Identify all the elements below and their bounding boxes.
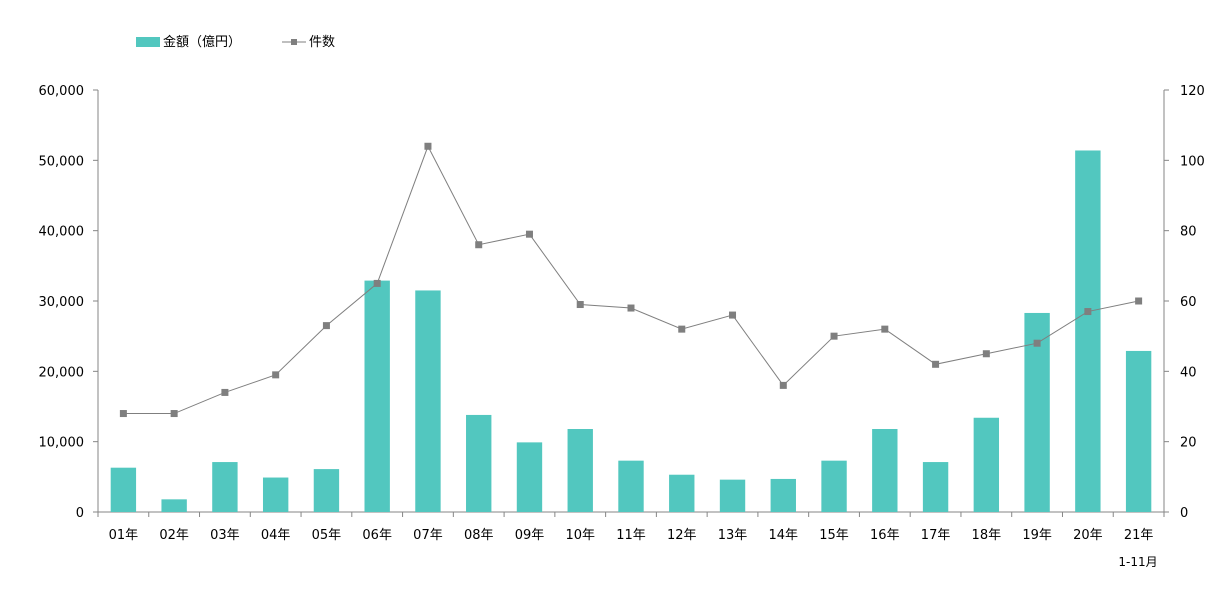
left-tick-label: 0 xyxy=(76,506,84,521)
x-tick-label: 16年 xyxy=(870,528,900,543)
bar xyxy=(313,469,340,512)
line-point xyxy=(729,311,737,319)
x-tick-label: 02年 xyxy=(159,528,189,543)
x-tick-label: 21年 xyxy=(1124,528,1154,543)
line-point xyxy=(170,410,178,418)
x-tick-label: 03年 xyxy=(210,528,240,543)
legend: 金額（億円） 件数 xyxy=(136,34,335,50)
line-point xyxy=(424,142,432,150)
x-tick-label: 12年 xyxy=(667,528,697,543)
bar xyxy=(516,442,543,512)
legend-bar-swatch xyxy=(136,37,160,47)
line-series xyxy=(119,142,1143,418)
right-tick-label: 100 xyxy=(1180,154,1205,169)
line-point xyxy=(475,241,483,249)
tick-labels: 0 10,000 20,000 30,000 40,000 50,000 60,000 0 20… xyxy=(39,84,1205,543)
period-note: 1-11月 xyxy=(1118,555,1157,569)
bar xyxy=(770,478,796,512)
bar xyxy=(973,417,1000,512)
right-tick-label: 0 xyxy=(1180,506,1188,521)
line-point xyxy=(1084,308,1092,316)
bar xyxy=(466,414,492,512)
x-tick-label: 06年 xyxy=(362,528,392,543)
line-point xyxy=(779,381,787,389)
bar xyxy=(1075,150,1101,512)
line-point xyxy=(932,360,940,368)
line-point xyxy=(272,371,280,379)
left-tick-label: 30,000 xyxy=(39,295,85,310)
right-tick-label: 20 xyxy=(1180,436,1197,451)
x-tick-label: 13年 xyxy=(718,528,748,543)
bar xyxy=(364,280,390,512)
bar xyxy=(618,460,644,512)
bar xyxy=(821,460,847,512)
line-point xyxy=(830,332,838,340)
bar xyxy=(1125,350,1152,512)
bar xyxy=(922,462,949,512)
bar xyxy=(161,499,187,512)
x-tick-label: 10年 xyxy=(565,528,595,543)
left-tick-label: 10,000 xyxy=(39,436,85,451)
bar xyxy=(669,474,695,512)
line-point xyxy=(322,322,330,330)
x-tick-label: 07年 xyxy=(413,528,443,543)
right-tick-label: 120 xyxy=(1180,84,1205,99)
line-point xyxy=(1033,339,1041,347)
bar xyxy=(719,479,746,512)
legend-line-marker xyxy=(291,39,297,45)
x-tick-label: 01年 xyxy=(109,528,139,543)
bar xyxy=(110,467,137,512)
line-point xyxy=(221,388,229,396)
bar xyxy=(415,290,441,512)
x-tick-label: 09年 xyxy=(515,528,545,543)
bar xyxy=(872,429,898,512)
line-point xyxy=(982,350,990,358)
x-tick-label: 15年 xyxy=(819,528,849,543)
x-tick-label: 05年 xyxy=(312,528,342,543)
bar xyxy=(262,477,289,512)
left-tick-label: 60,000 xyxy=(39,84,85,99)
x-tick-label: 19年 xyxy=(1022,528,1052,543)
right-tick-label: 40 xyxy=(1180,365,1197,380)
line-point xyxy=(881,325,889,333)
bar xyxy=(567,429,593,512)
line-point xyxy=(576,301,584,309)
x-tick-label: 17年 xyxy=(921,528,951,543)
bars xyxy=(110,150,1152,512)
right-tick-label: 80 xyxy=(1180,225,1197,240)
left-tick-label: 50,000 xyxy=(39,154,85,169)
left-tick-label: 40,000 xyxy=(39,225,85,240)
x-tick-label: 20年 xyxy=(1073,528,1103,543)
x-tick-label: 14年 xyxy=(769,528,799,543)
legend-line-label: 件数 xyxy=(309,35,335,50)
line-point xyxy=(525,230,533,238)
x-tick-label: 18年 xyxy=(972,528,1002,543)
x-tick-label: 08年 xyxy=(464,528,494,543)
x-tick-label: 11年 xyxy=(616,528,646,543)
legend-bar-label: 金額（億円） xyxy=(163,34,241,50)
x-tick-label: 04年 xyxy=(261,528,291,543)
right-tick-label: 60 xyxy=(1180,295,1197,310)
line-point xyxy=(627,304,635,312)
axes xyxy=(93,89,1169,517)
left-tick-label: 20,000 xyxy=(39,365,85,380)
line-point xyxy=(373,279,381,287)
bar xyxy=(212,462,238,512)
line-point xyxy=(678,325,686,333)
line-point xyxy=(1135,297,1143,305)
line-point xyxy=(119,410,127,418)
